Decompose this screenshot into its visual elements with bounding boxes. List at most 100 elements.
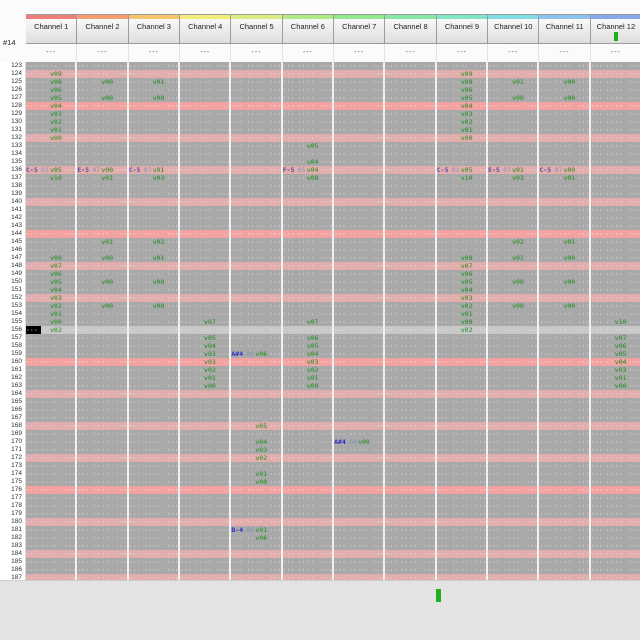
pattern-cell[interactable]: ··· ·· ·· ··· <box>77 494 129 502</box>
pattern-cell[interactable]: ··· ·· ·· ··· <box>385 542 437 550</box>
pattern-cell[interactable]: ··· ·· ·· ··· <box>334 382 386 390</box>
pattern-cell[interactable]: ··· ·· ·· ··· <box>129 270 181 278</box>
pattern-cell[interactable]: ··· ·· ·· ··· <box>591 430 640 438</box>
pattern-cell[interactable]: ··· ·· v05 ··· <box>437 94 489 102</box>
pattern-cell[interactable]: ··· ·· ·· ··· <box>488 518 540 526</box>
pattern-cell[interactable]: ··· ·· ·· ··· <box>180 406 232 414</box>
pattern-cell[interactable]: ··· ·· ·· ··· <box>283 574 335 580</box>
pattern-cell[interactable]: ··· ·· ·· ··· <box>334 110 386 118</box>
pattern-cell[interactable]: ··· ·· ·· ··· <box>437 158 489 166</box>
pattern-cell[interactable]: ··· ·· ·· ··· <box>77 406 129 414</box>
pattern-cell[interactable]: ··· ·· ·· ··· <box>539 494 591 502</box>
pattern-cell[interactable]: ··· ·· ·· ··· <box>77 374 129 382</box>
pattern-cell[interactable]: ··· ·· ·· ··· <box>283 134 335 142</box>
pattern-cell[interactable]: ··· ·· ·· ··· <box>437 542 489 550</box>
pattern-cell[interactable]: ··· ·· ·· ··· <box>26 462 78 470</box>
pattern-cell[interactable]: ··· ·· ·· ··· <box>437 422 489 430</box>
pattern-cell[interactable]: ··· ·· ·· ··· <box>488 566 540 574</box>
pattern-cell[interactable]: ··· ·· ·· ··· <box>231 566 283 574</box>
pattern-cell[interactable]: ··· ·· ·· ··· <box>231 390 283 398</box>
pattern-cell[interactable]: ··· ·· ·· ··· <box>129 550 181 558</box>
pattern-cell[interactable]: ··· ·· ·· ··· <box>539 206 591 214</box>
pattern-cell[interactable]: ··· ·· ·· ··· <box>334 102 386 110</box>
channel-header-9[interactable]: Channel 9 <box>436 14 489 44</box>
pattern-cell[interactable]: ··· ·· ·· ··· <box>77 134 129 142</box>
pattern-cell[interactable]: ··· ·· v09 ··· <box>437 70 489 78</box>
pattern-cell[interactable]: ··· ·· ·· ··· <box>180 326 232 334</box>
pattern-cell[interactable]: ··· ·· ·· ··· <box>77 326 129 334</box>
pattern-cell[interactable]: ··· ·· v05 ··· <box>591 350 640 358</box>
pattern-cell[interactable]: ··· ·· ·· ··· <box>26 534 78 542</box>
pattern-cell[interactable]: ··· ·· ·· ··· <box>129 422 181 430</box>
pattern-cell[interactable]: ··· ·· ·· ··· <box>591 526 640 534</box>
pattern-cell[interactable]: C-5 07 v00 ··· <box>539 166 591 174</box>
pattern-cell[interactable]: ··· ·· ·· ··· <box>539 486 591 494</box>
pattern-cell[interactable]: ··· ·· ·· ··· <box>591 550 640 558</box>
pattern-cell[interactable]: ··· ·· ·· ··· <box>334 62 386 70</box>
pattern-cell[interactable]: ··· ·· ·· ··· <box>129 542 181 550</box>
pattern-cell[interactable]: ··· ·· ·· ··· <box>334 70 386 78</box>
pattern-cell[interactable]: ··· ·· ·· ··· <box>437 350 489 358</box>
pattern-cell[interactable]: ··· ·· ·· ··· <box>334 510 386 518</box>
pattern-cell[interactable]: ··· ·· ·· ··· <box>26 342 78 350</box>
pattern-cell[interactable]: ··· ·· ·· ··· <box>26 190 78 198</box>
pattern-cell[interactable]: ··· ·· ·· ··· <box>591 566 640 574</box>
pattern-cell[interactable]: ··· ·· ·· ··· <box>334 134 386 142</box>
pattern-cell[interactable]: ··· ·· ·· ··· <box>334 446 386 454</box>
pattern-cell[interactable]: ··· ·· ·· ··· <box>77 246 129 254</box>
pattern-cell[interactable]: ··· ·· ·· ··· <box>334 246 386 254</box>
pattern-cell[interactable]: ··· ·· ·· ··· <box>385 86 437 94</box>
pattern-cell[interactable]: ··· ·· ·· ··· <box>488 86 540 94</box>
pattern-cell[interactable]: ··· ·· ·· ··· <box>283 206 335 214</box>
pattern-cell[interactable]: ··· ·· ·· ··· <box>334 126 386 134</box>
pattern-cell[interactable]: C-5 01 v05 ··· <box>26 166 78 174</box>
pattern-cell[interactable]: ··· ·· ·· ··· <box>129 318 181 326</box>
pattern-cell[interactable]: ··· ·· ·· ··· <box>385 142 437 150</box>
pattern-cell[interactable]: ··· ·· ·· ··· <box>283 182 335 190</box>
pattern-cell[interactable]: ··· ·· ·· ··· <box>180 118 232 126</box>
pattern-cell[interactable]: ··· ·· ·· ··· <box>77 118 129 126</box>
pattern-cell[interactable]: ··· ·· ·· ··· <box>231 126 283 134</box>
pattern-cell[interactable]: ··· ·· ·· ··· <box>180 70 232 78</box>
pattern-cell[interactable]: ··· ·· ·· ··· <box>129 262 181 270</box>
pattern-cell[interactable]: ··· ·· v01 ··· <box>77 238 129 246</box>
pattern-cell[interactable]: ··· ·· ·· ··· <box>385 126 437 134</box>
pattern-cell[interactable]: ··· ·· ·· ··· <box>180 310 232 318</box>
pattern-cell[interactable]: ··· ·· ·· ··· <box>591 558 640 566</box>
pattern-cell[interactable]: ··· ·· ·· ··· <box>231 358 283 366</box>
pattern-cell[interactable]: ··· ·· ·· ··· <box>231 246 283 254</box>
pattern-cell[interactable]: ··· ·· ·· ··· <box>129 118 181 126</box>
pattern-cell[interactable]: ··· ·· ·· ··· <box>488 334 540 342</box>
pattern-cell[interactable]: ··· ·· ·· ··· <box>129 446 181 454</box>
pattern-cell[interactable]: ··· ·· ·· ··· <box>283 510 335 518</box>
pattern-cell[interactable]: ··· ·· ·· ··· <box>26 566 78 574</box>
pattern-cell[interactable]: ··· ·· ·· ··· <box>283 398 335 406</box>
pattern-cell[interactable]: ··· ·· ·· ··· <box>488 182 540 190</box>
pattern-cell[interactable]: ··· ·· v04 ··· <box>231 438 283 446</box>
pattern-cell[interactable]: ··· ·· ·· ··· <box>77 390 129 398</box>
pattern-cell[interactable]: ··· ·· ·· ··· <box>77 438 129 446</box>
pattern-cell[interactable]: E-5 07 v00 ··· <box>77 166 129 174</box>
pattern-cell[interactable]: ··· ·· v05 ··· <box>26 278 78 286</box>
pattern-cell[interactable]: ··· ·· ·· ··· <box>488 270 540 278</box>
pattern-cell[interactable]: ··· ·· ·· ··· <box>283 558 335 566</box>
pattern-cell[interactable]: ··· ·· v01 ··· <box>591 374 640 382</box>
pattern-cell[interactable]: ··· ·· v05 ··· <box>180 334 232 342</box>
pattern-cell[interactable]: ··· ·· ·· ··· <box>77 150 129 158</box>
pattern-cell[interactable]: ··· ·· ·· ··· <box>334 254 386 262</box>
pattern-cell[interactable]: ··· ·· ·· ··· <box>591 462 640 470</box>
pattern-cell[interactable]: ··· ·· ·· ··· <box>591 158 640 166</box>
pattern-cell[interactable]: ··· ·· v07 ··· <box>437 262 489 270</box>
pattern-cell[interactable]: ··· ·· ·· ··· <box>26 398 78 406</box>
pattern-cell[interactable]: ··· ·· ·· ··· <box>26 486 78 494</box>
pattern-cell[interactable]: ··· ·· v03 ··· <box>26 110 78 118</box>
pattern-cell[interactable]: ··· ·· ·· ··· <box>334 262 386 270</box>
channel-subheader-7[interactable]: --- <box>334 44 386 62</box>
pattern-cell[interactable]: ··· ·· ·· ··· <box>334 94 386 102</box>
pattern-cell[interactable]: ··· ·· ·· ··· <box>334 294 386 302</box>
pattern-cell[interactable]: ··· ·· ·· ··· <box>129 398 181 406</box>
pattern-cell[interactable]: ··· ·· ·· ··· <box>539 190 591 198</box>
pattern-cell[interactable]: ··· ·· ·· ··· <box>77 294 129 302</box>
pattern-cell[interactable]: ··· ·· v05 ··· <box>231 422 283 430</box>
pattern-cell[interactable]: ··· ·· ·· ··· <box>77 158 129 166</box>
